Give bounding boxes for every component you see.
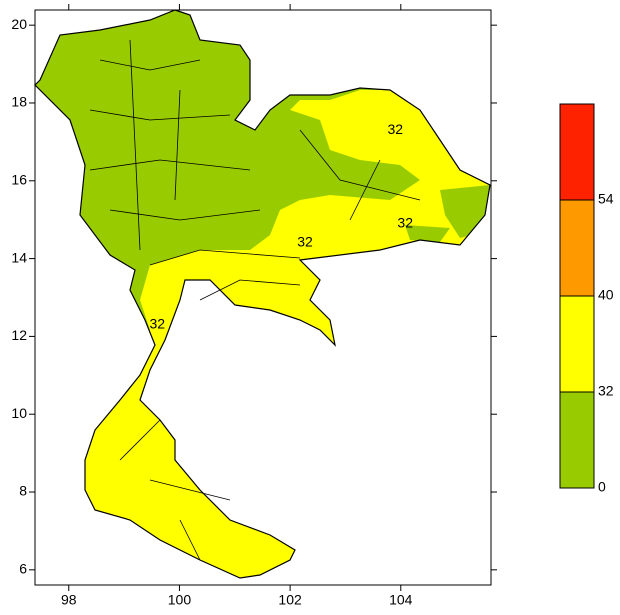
colorbar-label: 54 xyxy=(598,191,614,207)
colorbar-segment xyxy=(559,103,595,201)
x-tick-label: 104 xyxy=(389,592,413,608)
colorbar-label: 0 xyxy=(598,479,606,495)
y-tick-label: 8 xyxy=(19,483,27,499)
contour-label: 32 xyxy=(297,234,313,250)
x-tick-label: 100 xyxy=(168,592,192,608)
y-tick-label: 20 xyxy=(11,16,27,32)
colorbar-segment xyxy=(559,295,595,393)
colorbar: 0 32 40 54 xyxy=(559,103,614,495)
contour-label: 32 xyxy=(150,315,166,331)
country-border xyxy=(34,9,491,579)
colorbar-label: 32 xyxy=(598,383,614,399)
contour-label: 32 xyxy=(397,214,413,230)
axes: 98 100 102 104 6 8 10 12 14 16 18 20 32 32 32 32 xyxy=(11,4,497,608)
y-tick-label: 16 xyxy=(11,171,27,187)
colorbar-segment xyxy=(559,391,595,489)
colorbar-label: 40 xyxy=(598,287,614,303)
x-tick-label: 98 xyxy=(61,592,77,608)
x-tick-label: 102 xyxy=(278,592,302,608)
plot-frame xyxy=(34,9,492,586)
contour-label: 32 xyxy=(387,121,403,137)
y-tick-label: 18 xyxy=(11,94,27,110)
y-tick-label: 10 xyxy=(11,405,27,421)
y-tick-label: 14 xyxy=(11,249,27,265)
y-tick-label: 12 xyxy=(11,327,27,343)
y-tick-label: 6 xyxy=(19,561,27,577)
colorbar-segment xyxy=(559,199,595,297)
province-borders xyxy=(89,39,421,561)
